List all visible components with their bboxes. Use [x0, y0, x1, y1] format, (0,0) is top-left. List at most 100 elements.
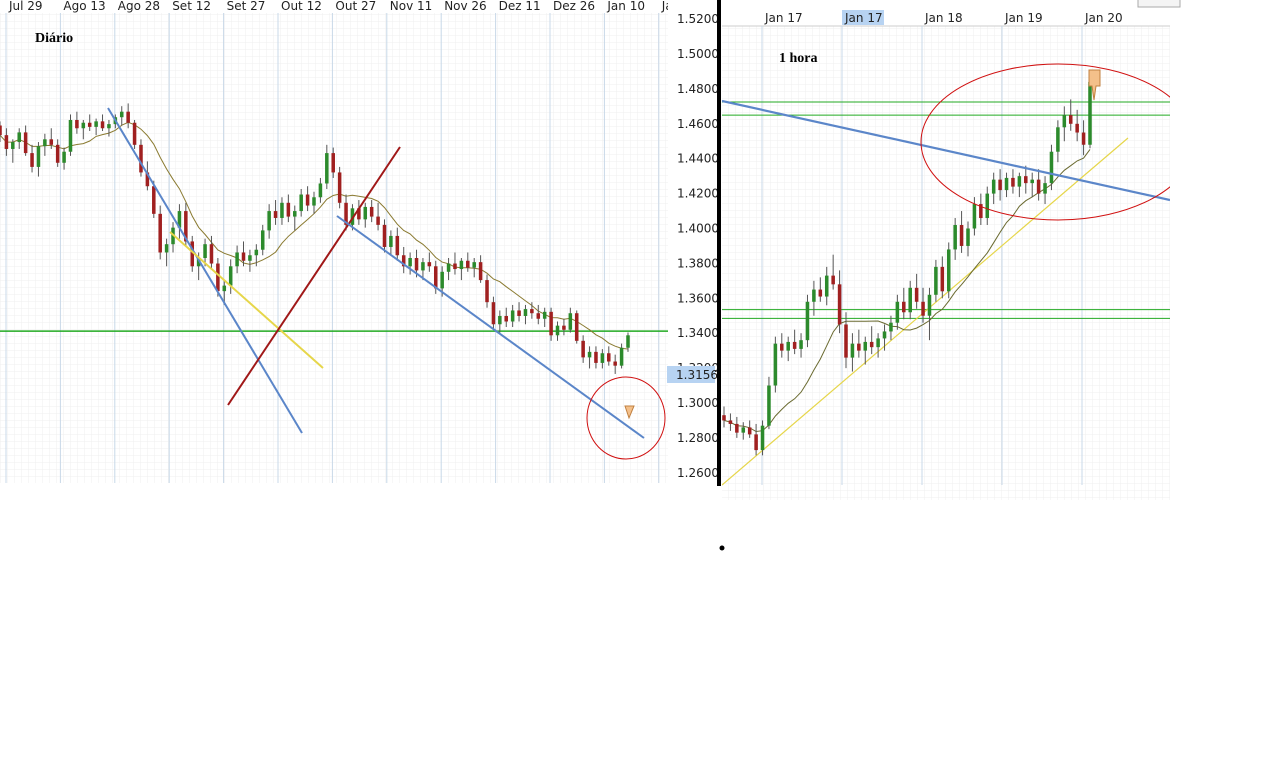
candle: [921, 287, 925, 323]
candle: [863, 336, 868, 365]
candle: [857, 329, 861, 358]
candle-body: [934, 266, 938, 295]
candle-body: [286, 202, 291, 217]
daily-arrow-marker: [624, 405, 635, 420]
candle: [389, 230, 393, 256]
hourly-trendline-yellow: [722, 137, 1129, 486]
candle: [741, 422, 746, 440]
candle-body: [491, 302, 496, 325]
current-price-label: 1.3156: [676, 368, 718, 382]
candle-body: [267, 211, 271, 231]
x-tick-label: Nov 26: [444, 0, 487, 13]
y-tick-label: 1.2800: [677, 431, 719, 445]
candle-body: [325, 153, 329, 184]
candle: [542, 307, 547, 328]
candle-body: [427, 262, 432, 267]
candle-body: [446, 263, 451, 272]
candle: [568, 307, 573, 333]
candle-body: [485, 280, 489, 303]
candle-body: [11, 142, 15, 149]
candle: [722, 406, 726, 428]
candle: [177, 204, 182, 239]
candle-body: [94, 121, 98, 127]
candle-body: [293, 211, 297, 217]
candle-body: [844, 324, 848, 358]
candle-body: [414, 258, 419, 271]
candle-body: [30, 153, 34, 167]
candle-body: [902, 301, 906, 313]
daily-trendline-blue-1: [107, 107, 303, 434]
candle-body: [145, 172, 150, 187]
daily-trendline-darkred: [227, 146, 401, 406]
candle-body: [357, 208, 361, 220]
candle: [203, 238, 207, 267]
candle-body: [549, 311, 553, 336]
candle: [30, 144, 34, 173]
candle: [4, 128, 9, 156]
candle: [312, 191, 316, 214]
candle: [805, 294, 810, 348]
candle: [747, 420, 752, 438]
candle: [1036, 169, 1041, 201]
candle-body: [882, 331, 887, 339]
candle-body: [1075, 123, 1079, 133]
y-tick-label: 1.5000: [677, 47, 719, 61]
y-tick-label: 1.3600: [677, 291, 719, 305]
candle-body: [318, 183, 323, 198]
candle-body: [889, 322, 893, 332]
candle: [549, 307, 553, 341]
hourly-x-axis-band: [722, 8, 1170, 26]
candle: [305, 186, 310, 212]
candle-body: [453, 263, 457, 270]
candle: [536, 304, 541, 325]
candle: [421, 258, 425, 281]
candle-body: [241, 252, 246, 261]
daily-x-axis: Jul 29 Ago 13 Ago 28 Set 12 Set 27 Out 12 Out …: [8, 0, 680, 13]
candle-body: [254, 249, 259, 256]
candle-body: [876, 338, 880, 348]
candle: [728, 413, 733, 431]
candle-body: [1004, 177, 1009, 191]
candle: [241, 241, 246, 267]
candle: [1024, 165, 1028, 194]
candle: [293, 205, 297, 231]
candle-body: [895, 301, 900, 323]
candle: [882, 324, 887, 351]
candle: [401, 246, 406, 274]
candle-body: [75, 119, 79, 129]
candle-body: [216, 263, 220, 292]
x-tick-label: Jan 20: [1084, 11, 1123, 25]
candle-body: [43, 139, 47, 147]
candle: [818, 277, 823, 302]
candle-body: [337, 172, 342, 203]
hourly-x-highlight: [842, 10, 884, 25]
candle-body: [433, 266, 438, 289]
candle: [158, 205, 162, 260]
candle: [17, 128, 21, 149]
candle: [940, 256, 945, 299]
candle: [979, 193, 983, 226]
candle: [235, 245, 239, 274]
candle-body: [62, 151, 66, 163]
candle: [1011, 169, 1015, 194]
candle: [11, 139, 15, 163]
hourly-candles: [722, 74, 1092, 456]
candle-body: [940, 266, 945, 292]
candle: [357, 200, 361, 225]
candle: [767, 376, 771, 430]
candle: [773, 336, 778, 393]
candle-body: [863, 341, 868, 351]
candle: [581, 335, 585, 363]
candle-body: [1049, 151, 1054, 184]
candle-body: [363, 206, 368, 220]
candle: [1088, 74, 1092, 149]
candle: [139, 139, 143, 177]
candle: [889, 315, 893, 341]
toolbar-button-fragment[interactable]: [1137, 0, 1181, 8]
candle-body: [260, 230, 265, 250]
candle-body: [786, 341, 790, 351]
candle: [459, 258, 464, 281]
candle-body: [49, 139, 54, 145]
candle: [280, 197, 284, 225]
candle-body: [741, 427, 746, 433]
